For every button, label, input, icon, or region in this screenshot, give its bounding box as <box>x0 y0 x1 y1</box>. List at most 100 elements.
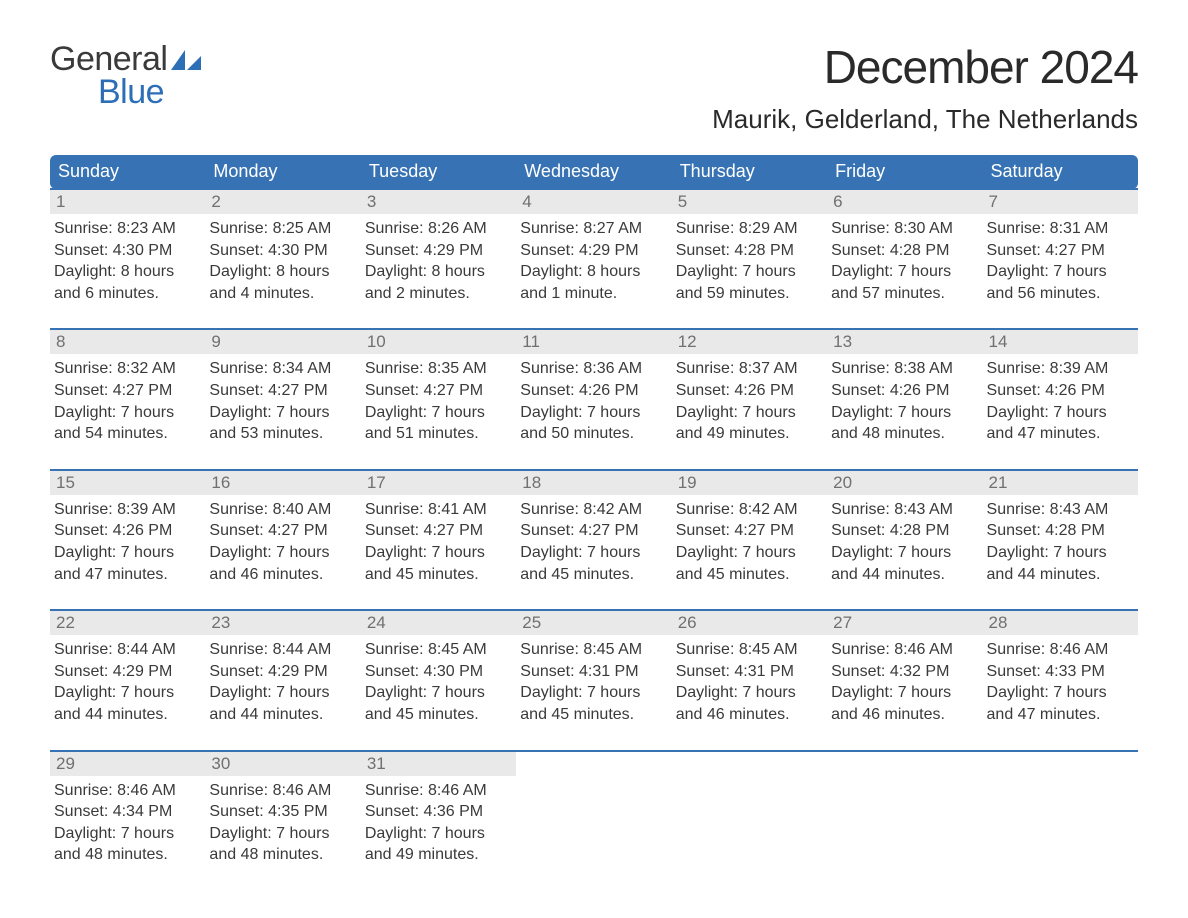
day-line-sunset: Sunset: 4:27 PM <box>365 380 512 402</box>
day-line-sunrise: Sunrise: 8:45 AM <box>365 639 512 661</box>
brand-logo: General Blue <box>50 40 201 112</box>
day-cell: Sunrise: 8:36 AMSunset: 4:26 PMDaylight:… <box>516 354 671 469</box>
day-line-sunrise: Sunrise: 8:46 AM <box>209 780 356 802</box>
day-cell: Sunrise: 8:37 AMSunset: 4:26 PMDaylight:… <box>672 354 827 469</box>
day-number-cell: 3 <box>361 189 516 214</box>
day-line-day1: Daylight: 7 hours <box>209 542 356 564</box>
day-content: Sunrise: 8:32 AMSunset: 4:27 PMDaylight:… <box>54 354 201 444</box>
day-line-sunset: Sunset: 4:35 PM <box>209 801 356 823</box>
day-line-sunrise: Sunrise: 8:25 AM <box>209 218 356 240</box>
day-line-sunrise: Sunrise: 8:27 AM <box>520 218 667 240</box>
day-line-day2: and 45 minutes. <box>520 564 667 586</box>
day-line-day1: Daylight: 7 hours <box>54 823 201 845</box>
day-content: Sunrise: 8:26 AMSunset: 4:29 PMDaylight:… <box>365 214 512 304</box>
day-content: Sunrise: 8:44 AMSunset: 4:29 PMDaylight:… <box>54 635 201 725</box>
day-cell <box>516 776 671 890</box>
day-number-cell <box>672 751 827 776</box>
day-line-day1: Daylight: 7 hours <box>987 402 1134 424</box>
header-block: General Blue December 2024 Maurik, Gelde… <box>50 40 1138 135</box>
day-line-day2: and 48 minutes. <box>209 844 356 866</box>
day-line-day1: Daylight: 8 hours <box>209 261 356 283</box>
daynum-row: 15161718192021 <box>50 470 1138 495</box>
day-line-day2: and 48 minutes. <box>831 423 978 445</box>
day-line-day2: and 45 minutes. <box>365 564 512 586</box>
daynum-row: 1234567 <box>50 189 1138 214</box>
location-text: Maurik, Gelderland, The Netherlands <box>712 104 1138 135</box>
day-line-sunset: Sunset: 4:28 PM <box>676 240 823 262</box>
day-line-sunset: Sunset: 4:30 PM <box>365 661 512 683</box>
day-number-cell: 16 <box>205 470 360 495</box>
day-line-sunset: Sunset: 4:28 PM <box>987 520 1134 542</box>
day-line-sunset: Sunset: 4:26 PM <box>520 380 667 402</box>
day-header: Tuesday <box>361 155 516 189</box>
day-line-day2: and 1 minute. <box>520 283 667 305</box>
day-cell: Sunrise: 8:38 AMSunset: 4:26 PMDaylight:… <box>827 354 982 469</box>
day-content: Sunrise: 8:45 AMSunset: 4:31 PMDaylight:… <box>520 635 667 725</box>
calendar-table: Sunday Monday Tuesday Wednesday Thursday… <box>50 155 1138 890</box>
day-cell: Sunrise: 8:40 AMSunset: 4:27 PMDaylight:… <box>205 495 360 610</box>
day-line-day1: Daylight: 7 hours <box>54 682 201 704</box>
day-number-cell: 19 <box>672 470 827 495</box>
day-cell: Sunrise: 8:39 AMSunset: 4:26 PMDaylight:… <box>50 495 205 610</box>
day-line-sunset: Sunset: 4:27 PM <box>676 520 823 542</box>
day-number-cell: 21 <box>983 470 1138 495</box>
day-line-day2: and 57 minutes. <box>831 283 978 305</box>
day-cell: Sunrise: 8:27 AMSunset: 4:29 PMDaylight:… <box>516 214 671 329</box>
day-content: Sunrise: 8:41 AMSunset: 4:27 PMDaylight:… <box>365 495 512 585</box>
day-cell: Sunrise: 8:44 AMSunset: 4:29 PMDaylight:… <box>50 635 205 750</box>
day-content: Sunrise: 8:46 AMSunset: 4:34 PMDaylight:… <box>54 776 201 866</box>
day-line-day2: and 47 minutes. <box>987 704 1134 726</box>
day-cell: Sunrise: 8:46 AMSunset: 4:35 PMDaylight:… <box>205 776 360 890</box>
day-line-sunrise: Sunrise: 8:46 AM <box>831 639 978 661</box>
day-line-day2: and 46 minutes. <box>831 704 978 726</box>
day-line-sunset: Sunset: 4:27 PM <box>987 240 1134 262</box>
day-line-sunrise: Sunrise: 8:39 AM <box>54 499 201 521</box>
day-number-cell: 6 <box>827 189 982 214</box>
day-line-day1: Daylight: 8 hours <box>54 261 201 283</box>
day-line-sunset: Sunset: 4:27 PM <box>365 520 512 542</box>
day-content: Sunrise: 8:42 AMSunset: 4:27 PMDaylight:… <box>676 495 823 585</box>
day-line-day1: Daylight: 7 hours <box>520 542 667 564</box>
day-line-sunrise: Sunrise: 8:40 AM <box>209 499 356 521</box>
day-number-cell: 18 <box>516 470 671 495</box>
day-line-sunrise: Sunrise: 8:38 AM <box>831 358 978 380</box>
day-number-cell: 4 <box>516 189 671 214</box>
day-number-cell: 25 <box>516 610 671 635</box>
day-content: Sunrise: 8:30 AMSunset: 4:28 PMDaylight:… <box>831 214 978 304</box>
day-number-cell: 5 <box>672 189 827 214</box>
day-number-cell: 7 <box>983 189 1138 214</box>
day-line-sunset: Sunset: 4:29 PM <box>54 661 201 683</box>
day-header-row: Sunday Monday Tuesday Wednesday Thursday… <box>50 155 1138 189</box>
day-number-cell <box>516 751 671 776</box>
day-line-day2: and 45 minutes. <box>676 564 823 586</box>
day-cell: Sunrise: 8:41 AMSunset: 4:27 PMDaylight:… <box>361 495 516 610</box>
day-line-day2: and 45 minutes. <box>520 704 667 726</box>
day-line-sunrise: Sunrise: 8:42 AM <box>676 499 823 521</box>
day-number-cell: 17 <box>361 470 516 495</box>
day-line-sunset: Sunset: 4:27 PM <box>209 380 356 402</box>
day-cell: Sunrise: 8:44 AMSunset: 4:29 PMDaylight:… <box>205 635 360 750</box>
day-content: Sunrise: 8:37 AMSunset: 4:26 PMDaylight:… <box>676 354 823 444</box>
day-cell: Sunrise: 8:46 AMSunset: 4:32 PMDaylight:… <box>827 635 982 750</box>
day-cell: Sunrise: 8:46 AMSunset: 4:36 PMDaylight:… <box>361 776 516 890</box>
day-line-day2: and 46 minutes. <box>209 564 356 586</box>
day-line-day2: and 6 minutes. <box>54 283 201 305</box>
day-number-cell: 30 <box>205 751 360 776</box>
day-content: Sunrise: 8:31 AMSunset: 4:27 PMDaylight:… <box>987 214 1134 304</box>
day-number-cell: 9 <box>205 329 360 354</box>
day-number-cell: 20 <box>827 470 982 495</box>
day-line-sunrise: Sunrise: 8:30 AM <box>831 218 978 240</box>
day-line-day2: and 4 minutes. <box>209 283 356 305</box>
day-line-day2: and 56 minutes. <box>987 283 1134 305</box>
day-content: Sunrise: 8:38 AMSunset: 4:26 PMDaylight:… <box>831 354 978 444</box>
day-line-day2: and 49 minutes. <box>676 423 823 445</box>
day-number-cell: 2 <box>205 189 360 214</box>
day-line-sunrise: Sunrise: 8:35 AM <box>365 358 512 380</box>
day-cell: Sunrise: 8:34 AMSunset: 4:27 PMDaylight:… <box>205 354 360 469</box>
daynum-row: 22232425262728 <box>50 610 1138 635</box>
day-content: Sunrise: 8:44 AMSunset: 4:29 PMDaylight:… <box>209 635 356 725</box>
day-line-day2: and 54 minutes. <box>54 423 201 445</box>
day-line-sunrise: Sunrise: 8:34 AM <box>209 358 356 380</box>
day-content: Sunrise: 8:39 AMSunset: 4:26 PMDaylight:… <box>987 354 1134 444</box>
day-line-sunrise: Sunrise: 8:45 AM <box>520 639 667 661</box>
